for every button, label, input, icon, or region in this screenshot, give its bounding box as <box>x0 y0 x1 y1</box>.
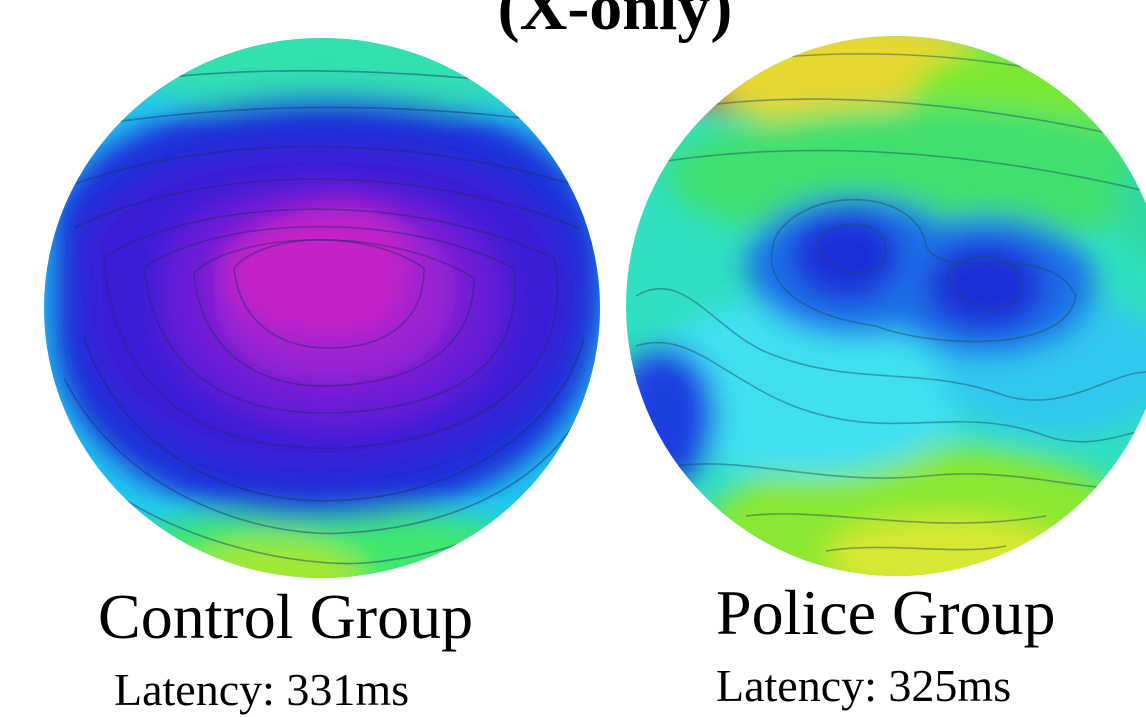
police-map-surface <box>626 36 1146 576</box>
control-group-latency: Latency: 331ms <box>114 664 410 715</box>
police-group-latency: Latency: 325ms <box>716 660 1012 711</box>
figure-title: (X-only) <box>497 0 733 44</box>
topographic-map-police-group <box>626 36 1146 576</box>
control-map-surface <box>44 38 600 578</box>
police-group-label: Police Group <box>716 577 1056 648</box>
police-contour-lines <box>635 53 1146 552</box>
topographic-map-control-group <box>44 38 600 578</box>
control-group-label: Control Group <box>98 581 474 652</box>
